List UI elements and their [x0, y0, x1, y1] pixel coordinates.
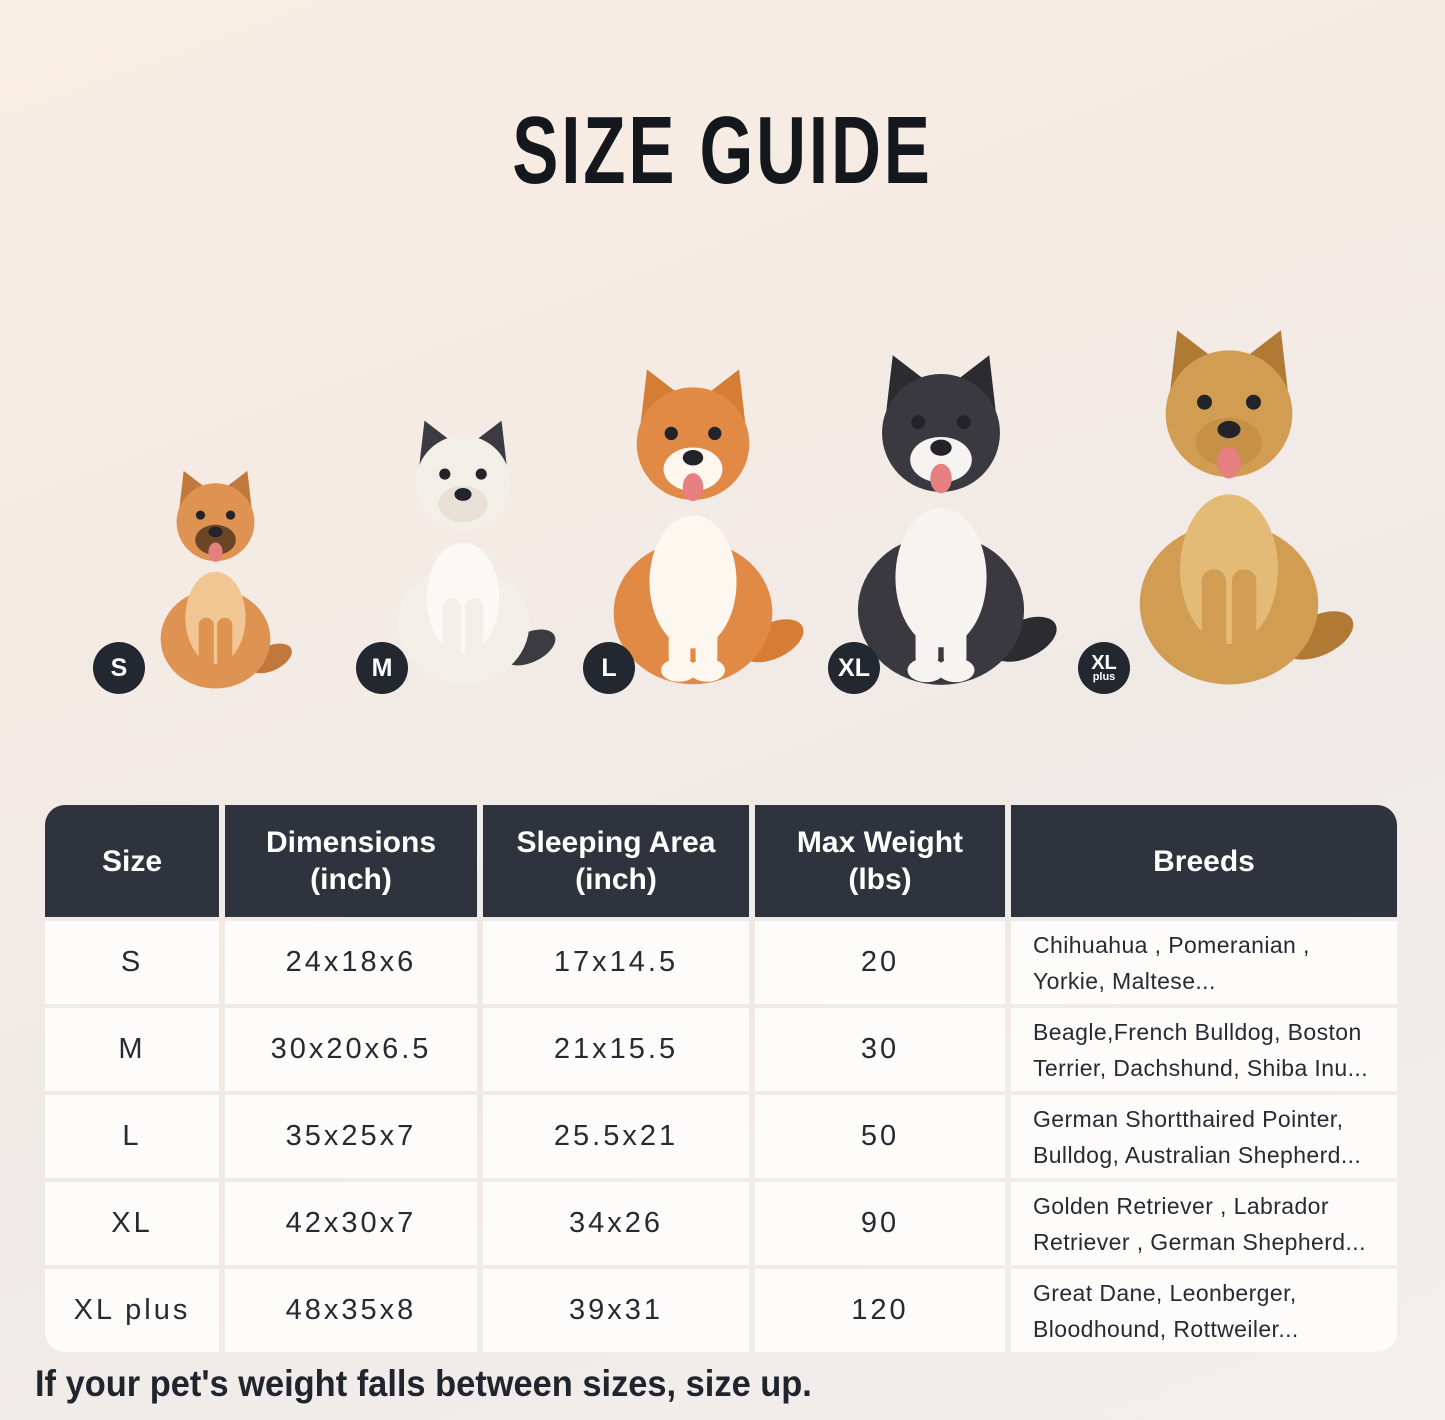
column-header-dimensions: Dimensions (inch) [225, 805, 477, 917]
cell-breeds: Great Dane, Leonberger, Bloodhound, Rott… [1011, 1269, 1397, 1352]
size-badge-label: S [110, 653, 128, 682]
column-header-max-weight: Max Weight (lbs) [755, 805, 1005, 917]
cell-sleeping-area: 21x15.5 [483, 1008, 749, 1091]
size-badge-xl: XL [828, 642, 880, 694]
page-title: SIZE GUIDE [512, 97, 933, 204]
cell-dimensions: 42x30x7 [225, 1182, 477, 1265]
size-badge-xl-plus: XL plus [1078, 642, 1130, 694]
size-badge-label: XL [838, 653, 870, 682]
size-badge-label: L [601, 653, 617, 682]
cell-sleeping-area: 25.5x21 [483, 1095, 749, 1178]
header-line1: Breeds [1153, 844, 1255, 878]
cell-breeds: Beagle,French Bulldog, Boston Terrier, D… [1011, 1008, 1397, 1091]
cell-max-weight: 30 [755, 1008, 1005, 1091]
cell-sleeping-area: 34x26 [483, 1182, 749, 1265]
column-header-size: Size [45, 805, 219, 917]
cell-sleeping-area: 17x14.5 [483, 921, 749, 1004]
cell-dimensions: 24x18x6 [225, 921, 477, 1004]
cell-dimensions: 48x35x8 [225, 1269, 477, 1352]
size-badge-label: XL [1091, 651, 1117, 674]
shiba-inu-dog-image [565, 354, 821, 692]
column-header-sleeping-area: Sleeping Area (inch) [483, 805, 749, 917]
cell-breeds: Chihuahua , Pomeranian , Yorkie, Maltese… [1011, 921, 1397, 1004]
cell-size: L [45, 1095, 219, 1178]
cell-size: XL [45, 1182, 219, 1265]
size-badge-m: M [356, 642, 408, 694]
header-line2: (inch) [310, 863, 392, 896]
sizing-note: If your pet's weight falls between sizes… [35, 1363, 812, 1404]
size-badge-s: S [93, 642, 145, 694]
cell-breeds: Golden Retriever , Labrador Retriever , … [1011, 1182, 1397, 1265]
cell-max-weight: 120 [755, 1269, 1005, 1352]
size-badge-sublabel: plus [1092, 670, 1116, 683]
pomeranian-dog-image [127, 462, 304, 692]
golden-retriever-dog-image [1085, 314, 1373, 692]
cell-sleeping-area: 39x31 [483, 1269, 749, 1352]
column-header-breeds: Breeds [1011, 805, 1397, 917]
header-line1: Dimensions [265, 826, 437, 859]
size-guide-table: Size Dimensions (inch) Sleeping Area (in… [45, 805, 1397, 1352]
cell-size: S [45, 921, 219, 1004]
cell-max-weight: 90 [755, 1182, 1005, 1265]
cell-size: XL plus [45, 1269, 219, 1352]
header-line1: Size [101, 844, 163, 878]
header-line1: Sleeping Area [516, 826, 716, 859]
cell-dimensions: 30x20x6.5 [225, 1008, 477, 1091]
header-line1: Max Weight [796, 826, 964, 859]
size-badge-label: M [371, 653, 393, 682]
cell-size: M [45, 1008, 219, 1091]
header-line2: (lbs) [848, 863, 912, 896]
dog-lineup: S M L XL XL plus [0, 0, 1445, 700]
size-badge-l: L [583, 642, 635, 694]
header-line2: (inch) [575, 863, 657, 896]
french-bulldog-dog-image [356, 406, 570, 692]
border-collie-dog-image [807, 340, 1075, 692]
cell-max-weight: 50 [755, 1095, 1005, 1178]
cell-dimensions: 35x25x7 [225, 1095, 477, 1178]
cell-max-weight: 20 [755, 921, 1005, 1004]
cell-breeds: German Shortthaired Pointer, Bulldog, Au… [1011, 1095, 1397, 1178]
